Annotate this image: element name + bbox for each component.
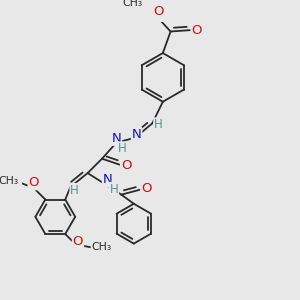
Text: O: O <box>141 182 152 195</box>
Text: O: O <box>121 159 131 172</box>
Text: H: H <box>118 142 127 155</box>
Text: CH₃: CH₃ <box>0 176 19 186</box>
Text: O: O <box>28 176 39 189</box>
Text: CH₃: CH₃ <box>122 0 142 8</box>
Text: N: N <box>132 128 142 141</box>
Text: N: N <box>103 173 112 186</box>
Text: CH₃: CH₃ <box>92 242 112 252</box>
Text: H: H <box>70 184 79 197</box>
Text: N: N <box>112 132 121 145</box>
Text: O: O <box>154 5 164 18</box>
Text: O: O <box>191 24 202 37</box>
Text: O: O <box>73 235 83 248</box>
Text: H: H <box>154 118 163 131</box>
Text: H: H <box>110 183 118 196</box>
